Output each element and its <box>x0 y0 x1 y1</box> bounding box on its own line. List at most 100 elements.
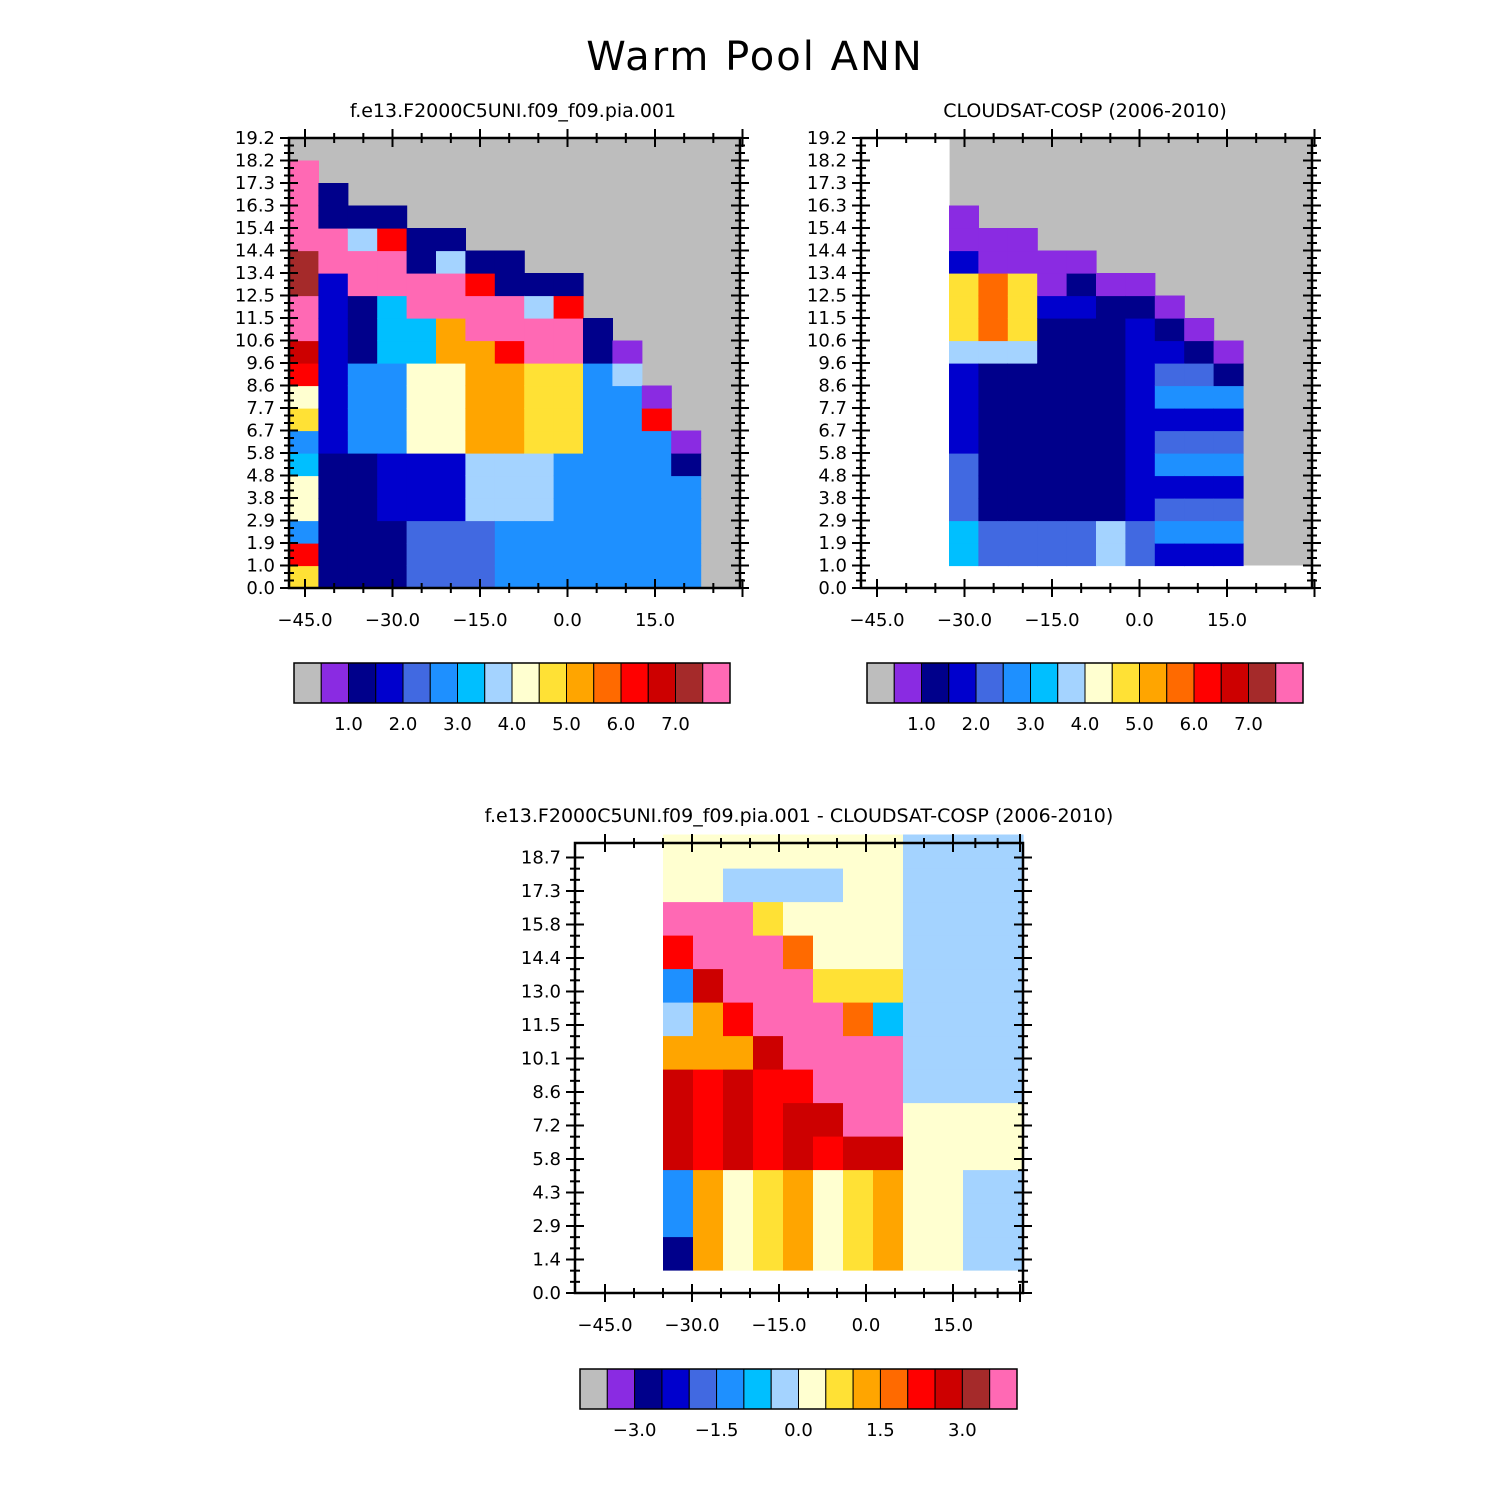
colorbar-diff-swatch <box>716 1368 745 1410</box>
heatmap-cell <box>524 318 555 342</box>
heatmap-cell <box>289 363 319 387</box>
heatmap-cell <box>813 901 844 936</box>
heatmap-cell <box>1154 318 1185 342</box>
heatmap-cell <box>783 1002 814 1037</box>
heatmap-cell <box>723 1236 754 1271</box>
heatmap-cell <box>1213 408 1244 432</box>
heatmap-cell <box>1154 295 1185 319</box>
heatmap-cell <box>406 520 437 544</box>
heatmap-cell <box>494 340 525 364</box>
heatmap-cell <box>1125 385 1156 409</box>
panel-model-title: f.e13.F2000C5UNI.f09_f09.pia.001 <box>350 100 676 122</box>
heatmap-cell <box>1154 520 1185 544</box>
heatmap-cell <box>963 1035 994 1070</box>
heatmap-cell <box>963 901 994 936</box>
heatmap-cell <box>641 430 672 454</box>
heatmap-cell <box>663 868 694 903</box>
heatmap-cell <box>783 1236 814 1271</box>
heatmap-cell <box>524 543 555 567</box>
panel-diff-axes: 0.0 1.4 2.9 4.3 5.8 7.2 8.6 10.1 11.5 13.0 14.4 15.… <box>521 834 1032 1336</box>
heatmap-cell <box>723 968 754 1003</box>
panel-model-ytick-label: 3.8 <box>246 488 275 509</box>
heatmap-cell <box>1066 520 1097 544</box>
heatmap-cell <box>1066 475 1097 499</box>
heatmap-cell <box>347 498 378 522</box>
colorbar-model-swatch <box>293 662 322 704</box>
heatmap-cell <box>813 935 844 970</box>
heatmap-cell <box>813 1169 844 1204</box>
heatmap-cell <box>933 901 964 936</box>
colorbar-obs-swatch <box>1166 662 1195 704</box>
panel-obs-colorbar: 1.0 2.0 3.0 4.0 5.0 6.0 7.0 <box>866 662 1304 735</box>
panel-diff-xtick-label: 15.0 <box>933 1315 973 1336</box>
heatmap-cell <box>783 935 814 970</box>
heatmap-cell <box>1125 295 1156 319</box>
heatmap-cell <box>723 1069 754 1104</box>
heatmap-cell <box>553 340 584 364</box>
colorbar-model-swatch <box>647 662 676 704</box>
panel-diff-title: f.e13.F2000C5UNI.f09_f09.pia.001 - CLOUD… <box>485 805 1114 827</box>
heatmap-cell <box>963 1002 994 1037</box>
panel-model-ytick-label: 9.6 <box>246 353 275 374</box>
heatmap-cell <box>933 834 964 869</box>
colorbar-model-swatch <box>566 662 595 704</box>
heatmap-cell <box>693 1102 724 1137</box>
heatmap-cell <box>671 498 702 522</box>
heatmap-cell <box>406 430 437 454</box>
heatmap-cell <box>641 475 672 499</box>
colorbar-model-outline <box>293 662 731 704</box>
heatmap-cell <box>553 385 584 409</box>
colorbar-diff-swatch <box>798 1368 827 1410</box>
heatmap-cell <box>1066 363 1097 387</box>
panel-obs-ytick-label: 2.9 <box>818 511 847 532</box>
missing-data-area <box>861 138 950 589</box>
heatmap-cell <box>949 520 979 544</box>
heatmap-cell <box>289 543 319 567</box>
heatmap-cell <box>289 183 319 207</box>
heatmap-cell <box>289 385 319 409</box>
heatmap-cell <box>1007 318 1038 342</box>
heatmap-cell <box>1096 498 1126 522</box>
panel-model-ytick-label: 16.3 <box>235 196 275 217</box>
heatmap-cell <box>753 901 784 936</box>
heatmap-cell <box>1007 408 1038 432</box>
heatmap-cell <box>612 520 643 544</box>
heatmap-cell <box>663 1002 694 1037</box>
colorbar-diff-swatch <box>770 1368 799 1410</box>
heatmap-cell <box>993 1203 1024 1238</box>
heatmap-cell <box>494 295 525 319</box>
heatmap-cell <box>289 250 319 274</box>
panel-model-ytick-label: 14.4 <box>235 241 275 262</box>
heatmap-cell <box>723 1136 754 1171</box>
heatmap-cell <box>1007 430 1038 454</box>
heatmap-cell <box>1125 543 1156 567</box>
heatmap-cell <box>1125 363 1156 387</box>
heatmap-cell <box>1066 250 1097 274</box>
heatmap-cell <box>933 1102 964 1137</box>
heatmap-cell <box>436 363 466 387</box>
panel-obs-ytick-label: 1.9 <box>818 533 847 554</box>
panel-obs-ytick-label: 17.3 <box>807 173 847 194</box>
heatmap-cell <box>553 295 584 319</box>
heatmap-cell <box>783 868 814 903</box>
heatmap-cell <box>978 228 1009 252</box>
heatmap-cell <box>903 1169 934 1204</box>
colorbar-obs-outline <box>866 662 1304 704</box>
heatmap-cell <box>753 935 784 970</box>
panel-model-ytick-label: 2.9 <box>246 511 275 532</box>
heatmap-cell <box>671 430 702 454</box>
heatmap-cell <box>583 340 613 364</box>
heatmap-cell <box>524 475 555 499</box>
colorbar-model-label: 4.0 <box>498 714 527 735</box>
heatmap-cell <box>406 340 437 364</box>
panel-model-xtick-label: −30.0 <box>365 610 420 631</box>
heatmap-cell <box>465 340 496 364</box>
heatmap-cell <box>843 1169 874 1204</box>
panel-obs-ytick-label: 14.4 <box>807 241 847 262</box>
heatmap-cell <box>347 205 378 229</box>
heatmap-cell <box>693 901 724 936</box>
heatmap-cell <box>693 1069 724 1104</box>
panel-obs-ytick-label: 7.7 <box>818 398 847 419</box>
panel-model-ytick-label: 5.8 <box>246 443 275 464</box>
heatmap-cell <box>1007 543 1038 567</box>
